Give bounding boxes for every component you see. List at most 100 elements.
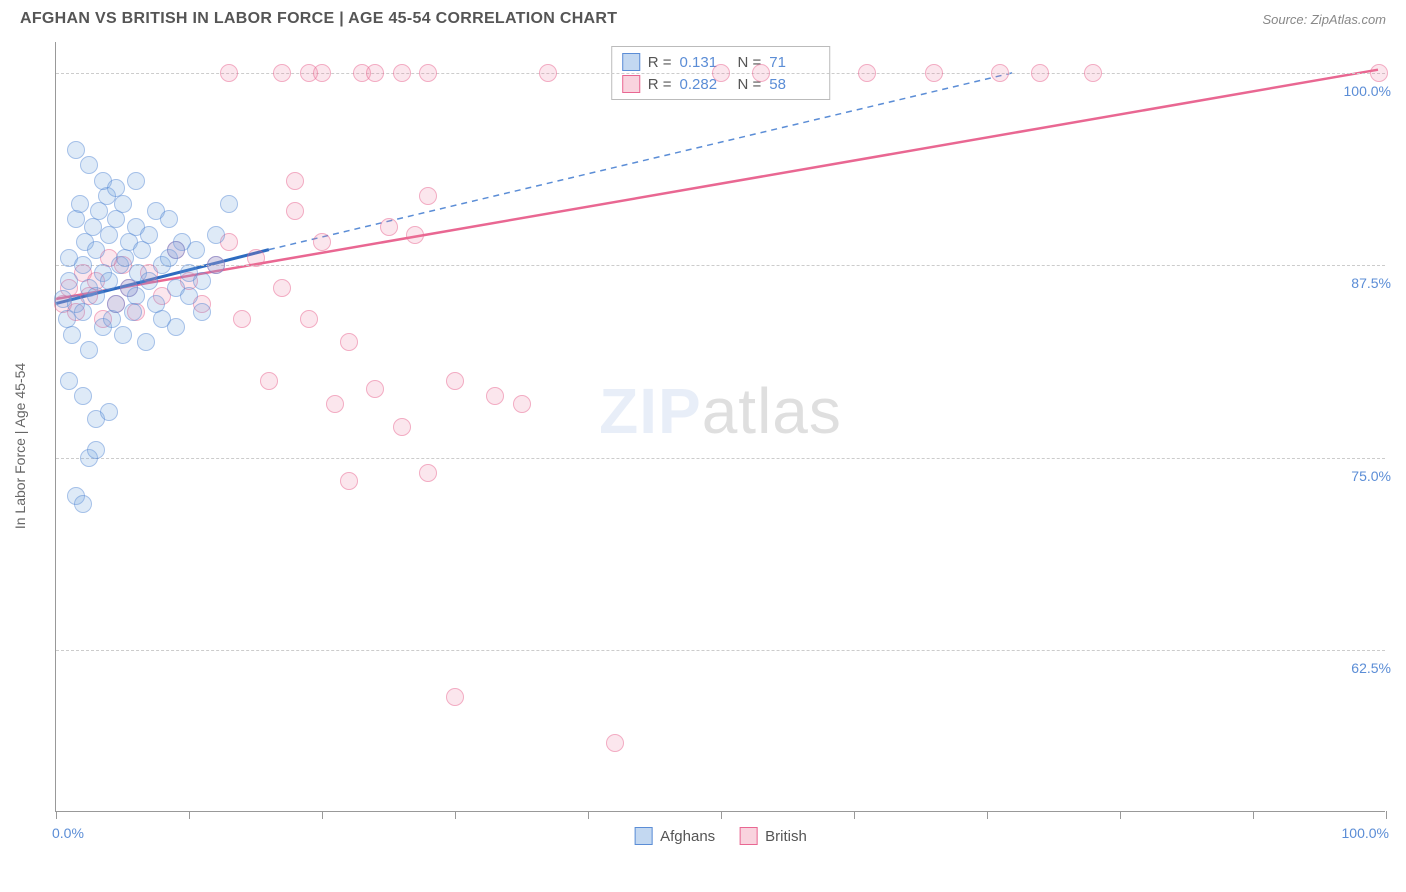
- r-label: R =: [648, 76, 672, 93]
- chart-plot-area: ZIPatlas R = 0.131 N = 71 R = 0.282 N = …: [55, 42, 1385, 812]
- data-point: [419, 64, 437, 82]
- data-point: [1084, 64, 1102, 82]
- data-point: [380, 218, 398, 236]
- data-point: [513, 395, 531, 413]
- data-point: [1370, 64, 1388, 82]
- data-point: [116, 249, 134, 267]
- x-tick: [56, 811, 57, 819]
- data-point: [80, 341, 98, 359]
- data-point: [87, 287, 105, 305]
- data-point: [220, 64, 238, 82]
- data-point: [366, 64, 384, 82]
- source-attribution: Source: ZipAtlas.com: [1262, 12, 1386, 27]
- data-point: [124, 303, 142, 321]
- watermark: ZIPatlas: [599, 374, 842, 448]
- data-point: [220, 195, 238, 213]
- data-point: [137, 333, 155, 351]
- data-point: [74, 387, 92, 405]
- x-tick: [189, 811, 190, 819]
- data-point: [107, 210, 125, 228]
- data-point: [187, 241, 205, 259]
- data-point: [60, 372, 78, 390]
- data-point: [127, 287, 145, 305]
- data-point: [167, 241, 185, 259]
- data-point: [167, 318, 185, 336]
- y-tick-label: 62.5%: [1347, 660, 1395, 676]
- data-point: [87, 441, 105, 459]
- data-point: [100, 272, 118, 290]
- data-point: [247, 249, 265, 267]
- data-point: [133, 241, 151, 259]
- data-point: [419, 464, 437, 482]
- data-point: [446, 688, 464, 706]
- data-point: [60, 272, 78, 290]
- data-point: [300, 310, 318, 328]
- legend-item-british: British: [739, 827, 807, 845]
- chart-title: AFGHAN VS BRITISH IN LABOR FORCE | AGE 4…: [20, 10, 617, 28]
- data-point: [286, 202, 304, 220]
- british-n-value: 58: [769, 76, 819, 93]
- data-point: [446, 372, 464, 390]
- data-point: [193, 303, 211, 321]
- data-point: [1031, 64, 1049, 82]
- x-axis-min-label: 0.0%: [52, 825, 84, 841]
- data-point: [71, 195, 89, 213]
- data-point: [326, 395, 344, 413]
- x-tick: [987, 811, 988, 819]
- x-tick: [1120, 811, 1121, 819]
- data-point: [207, 226, 225, 244]
- watermark-atlas: atlas: [702, 375, 842, 447]
- data-point: [90, 202, 108, 220]
- x-tick: [1386, 811, 1387, 819]
- y-axis-title: In Labor Force | Age 45-54: [12, 363, 28, 529]
- data-point: [366, 380, 384, 398]
- data-point: [67, 210, 85, 228]
- data-point: [752, 64, 770, 82]
- y-tick-label: 87.5%: [1347, 275, 1395, 291]
- watermark-zip: ZIP: [599, 375, 702, 447]
- data-point: [180, 287, 198, 305]
- data-point: [107, 295, 125, 313]
- data-point: [858, 64, 876, 82]
- data-point: [273, 279, 291, 297]
- data-point: [63, 326, 81, 344]
- data-point: [114, 195, 132, 213]
- x-tick: [588, 811, 589, 819]
- x-tick: [322, 811, 323, 819]
- data-point: [393, 64, 411, 82]
- gridline: [56, 458, 1385, 459]
- swatch-afghans-icon: [622, 53, 640, 71]
- data-point: [486, 387, 504, 405]
- data-point: [140, 226, 158, 244]
- data-point: [539, 64, 557, 82]
- data-point: [127, 172, 145, 190]
- swatch-british-icon: [622, 75, 640, 93]
- data-point: [107, 179, 125, 197]
- data-point: [80, 156, 98, 174]
- data-point: [340, 472, 358, 490]
- x-axis-max-label: 100.0%: [1342, 825, 1389, 841]
- data-point: [925, 64, 943, 82]
- data-point: [406, 226, 424, 244]
- series-legend: Afghans British: [634, 827, 807, 845]
- afghans-label: Afghans: [660, 828, 715, 845]
- data-point: [100, 403, 118, 421]
- data-point: [313, 64, 331, 82]
- data-point: [100, 226, 118, 244]
- gridline: [56, 650, 1385, 651]
- data-point: [340, 333, 358, 351]
- data-point: [419, 187, 437, 205]
- x-tick: [1253, 811, 1254, 819]
- x-tick: [721, 811, 722, 819]
- data-point: [114, 326, 132, 344]
- data-point: [160, 210, 178, 228]
- data-point: [87, 241, 105, 259]
- data-point: [193, 272, 211, 290]
- data-point: [67, 141, 85, 159]
- x-tick: [455, 811, 456, 819]
- data-point: [286, 172, 304, 190]
- data-point: [313, 233, 331, 251]
- data-point: [991, 64, 1009, 82]
- data-point: [712, 64, 730, 82]
- data-point: [273, 64, 291, 82]
